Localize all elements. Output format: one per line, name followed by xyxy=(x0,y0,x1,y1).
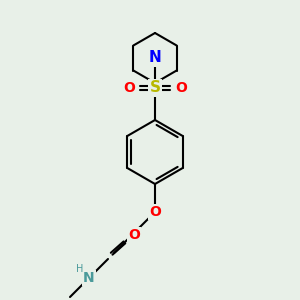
Text: O: O xyxy=(149,205,161,219)
Text: O: O xyxy=(123,81,135,95)
Text: H: H xyxy=(76,264,84,274)
Text: N: N xyxy=(83,271,95,285)
Text: S: S xyxy=(149,80,161,95)
Text: O: O xyxy=(175,81,187,95)
Text: N: N xyxy=(148,50,161,65)
Text: O: O xyxy=(128,228,140,242)
